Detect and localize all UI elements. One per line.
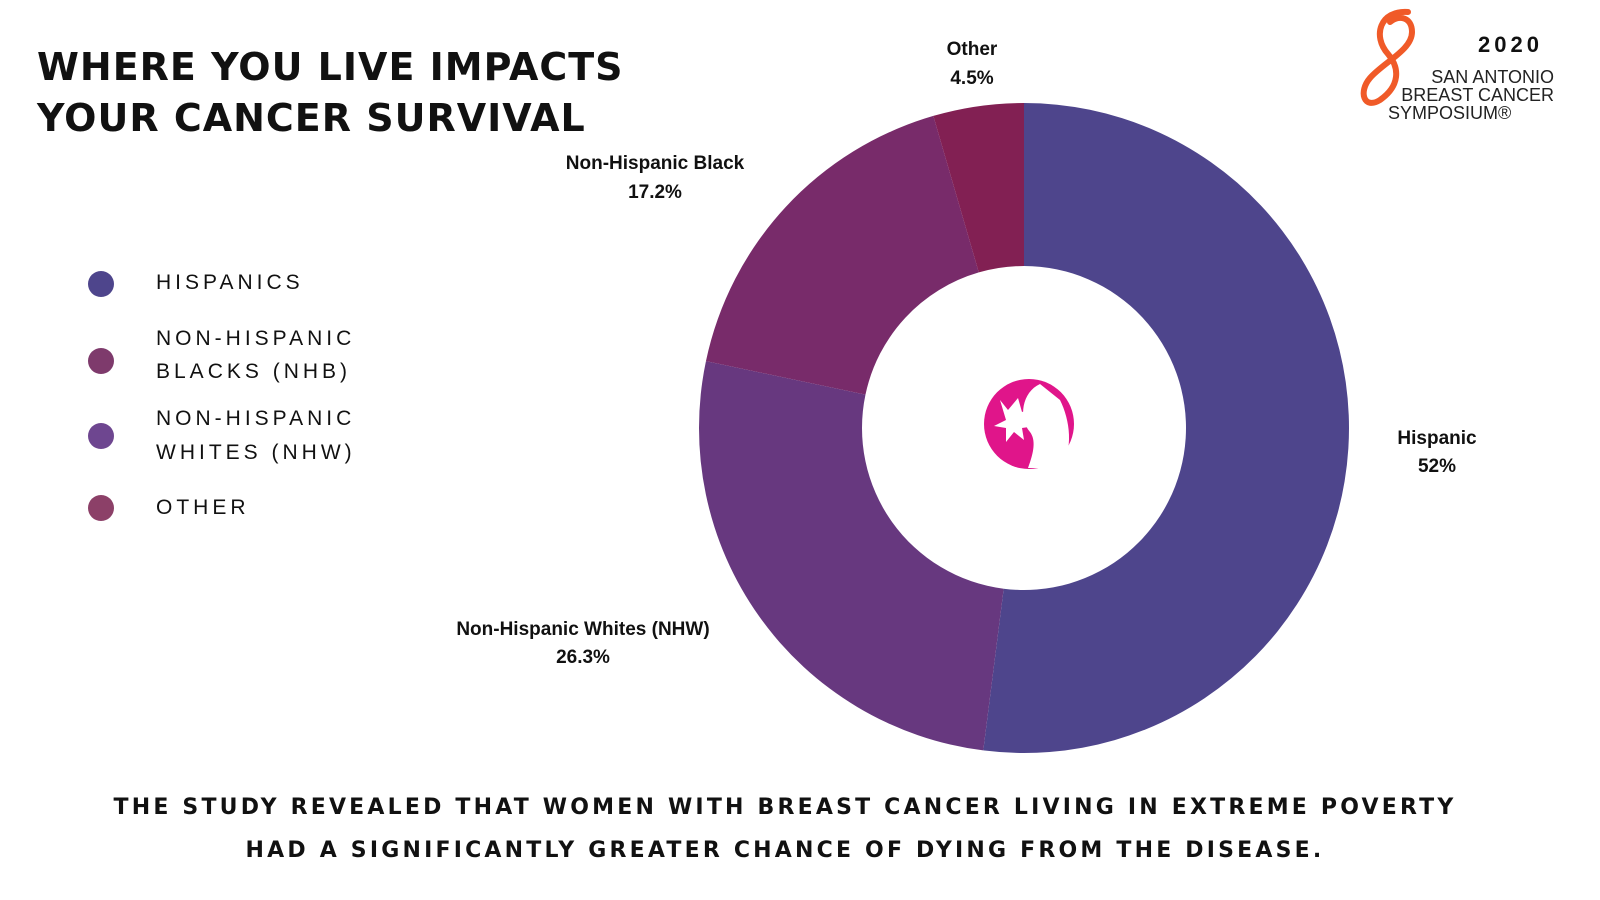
legend-label: NON-HISPANIC: [156, 407, 356, 430]
slice-label: Non-Hispanic Whites (NHW): [456, 619, 709, 640]
page-title: WHERE YOU LIVE IMPACTS YOUR CANCER SURVI…: [37, 42, 624, 144]
logo-year: 2020: [1478, 32, 1543, 57]
logo-org: SAN ANTONIO BREAST CANCER SYMPOSIUM®: [1388, 68, 1554, 122]
logo-line: SYMPOSIUM®: [1388, 103, 1512, 123]
legend-label: HISPANICS: [156, 271, 304, 294]
title-line: WHERE YOU LIVE IMPACTS: [37, 45, 624, 89]
center-woman-icon: [984, 379, 1074, 469]
sabcs-ribbon-logo-icon: [1360, 8, 1416, 106]
logo-line: BREAST CANCER: [1401, 85, 1554, 105]
footer-line: THE STUDY REVEALED THAT WOMEN WITH BREAS…: [113, 795, 1457, 820]
legend-label: WHITES (NHW): [156, 441, 356, 464]
donut-slice-hispanic: [983, 103, 1350, 754]
title-line: YOUR CANCER SURVIVAL: [37, 96, 586, 140]
footer-line: HAD A SIGNIFICANTLY GREATER CHANCE OF DY…: [245, 838, 1325, 863]
slice-value-label: 52%: [1418, 456, 1456, 477]
legend-swatch: [88, 271, 114, 297]
logo-line: SAN ANTONIO: [1431, 67, 1554, 87]
slice-label: Other: [947, 39, 998, 60]
slice-value-label: 4.5%: [950, 68, 993, 89]
donut-slice-non-hispanic-black: [705, 115, 979, 395]
slice-value-label: 26.3%: [556, 647, 610, 668]
legend-label: OTHER: [156, 496, 250, 519]
legend-label: BLACKS (NHB): [156, 360, 352, 383]
legend-swatch: [88, 423, 114, 449]
legend-label: NON-HISPANIC: [156, 327, 356, 350]
slice-value-label: 17.2%: [628, 182, 682, 203]
slice-label: Non-Hispanic Black: [566, 153, 745, 174]
donut-slice-non-hispanic-whites-nhw: [699, 361, 1004, 751]
legend-swatch: [88, 495, 114, 521]
donut-slice-other: [933, 103, 1024, 273]
slice-label: Hispanic: [1397, 428, 1477, 449]
legend-swatch: [88, 348, 114, 374]
